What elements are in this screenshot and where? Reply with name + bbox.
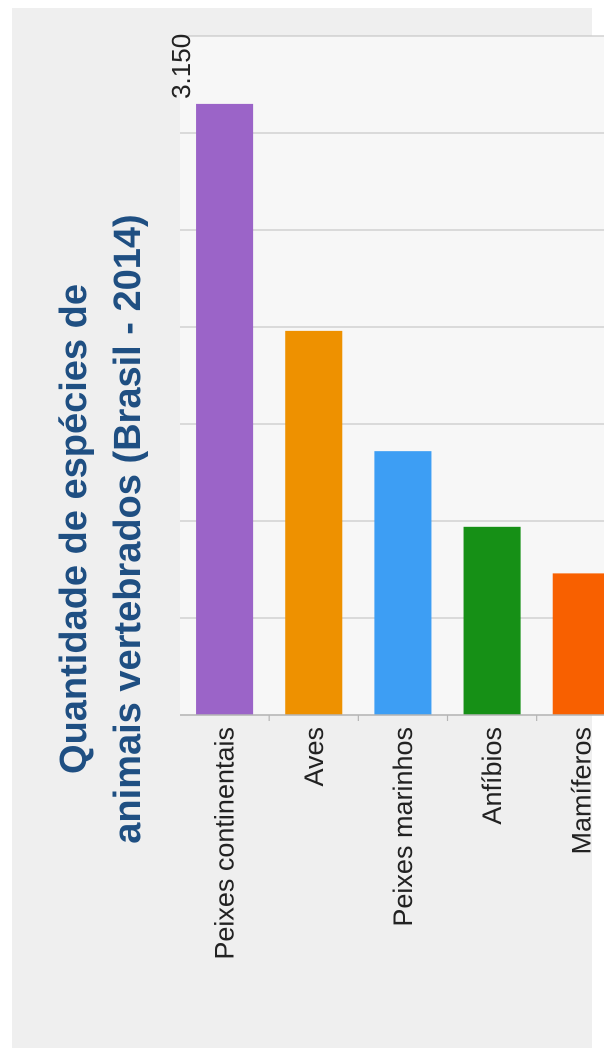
rotated-chart-group: Peixes continentais Aves Peixes marinhos An… xyxy=(53,34,604,960)
category-label-2: Peixes marinhos xyxy=(388,727,418,927)
axes xyxy=(180,714,604,721)
chart-title-line-2: animais vertebrados (Brasil - 2014) xyxy=(107,214,149,843)
data-labels: 3.150732 xyxy=(166,34,196,99)
bar-1 xyxy=(285,330,343,715)
category-label-4: Mamíferos xyxy=(566,727,596,855)
chart-title: Quantidade de espécies de animais verteb… xyxy=(53,214,149,843)
bar-4 xyxy=(552,573,604,715)
category-label-0: Peixes continentais xyxy=(210,727,240,960)
bar-2 xyxy=(374,451,432,715)
bar-3 xyxy=(463,526,521,715)
category-labels: Peixes continentais Aves Peixes marinhos An… xyxy=(210,727,597,960)
category-label-1: Aves xyxy=(299,727,329,787)
chart-title-line-1: Quantidade de espécies de xyxy=(53,284,95,774)
data-label-0: 3.150 xyxy=(166,34,196,99)
category-label-3: Anfíbios xyxy=(477,727,507,825)
bar-0 xyxy=(196,103,254,715)
bars xyxy=(196,103,604,715)
